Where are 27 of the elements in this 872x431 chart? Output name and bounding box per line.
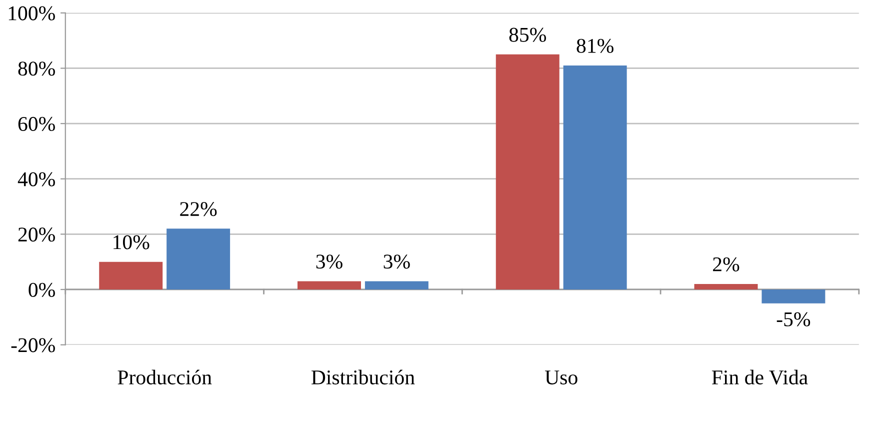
x-tick-label: Distribución [311, 370, 415, 384]
y-tick-label: 60% [18, 116, 55, 132]
y-tick-label: 0% [28, 282, 55, 297]
bar [563, 65, 627, 290]
x-tick-label: Fin de Vida [712, 370, 808, 385]
y-tick-label: -20% [11, 338, 55, 352]
data-label: -5% [776, 312, 810, 326]
data-label: 3% [316, 254, 342, 269]
y-tick-label: 20% [18, 228, 55, 242]
data-label: 81% [576, 38, 614, 53]
bar [99, 262, 163, 290]
data-label: 2% [713, 257, 740, 272]
bar [298, 281, 361, 290]
data-label: 10% [114, 235, 150, 250]
y-tick-label: 100% [8, 6, 55, 20]
x-tick-label: Producción [118, 370, 212, 384]
bar [166, 228, 230, 290]
x-tick-label: Uso [545, 370, 578, 384]
data-label: 85% [509, 28, 546, 42]
bar [496, 54, 560, 290]
bar [762, 289, 826, 304]
bar [364, 281, 428, 290]
bar [694, 284, 758, 290]
data-label: 22% [180, 202, 217, 216]
data-label: 3% [384, 254, 410, 269]
y-tick-label: 80% [18, 62, 55, 76]
y-tick-label: 40% [18, 172, 55, 186]
